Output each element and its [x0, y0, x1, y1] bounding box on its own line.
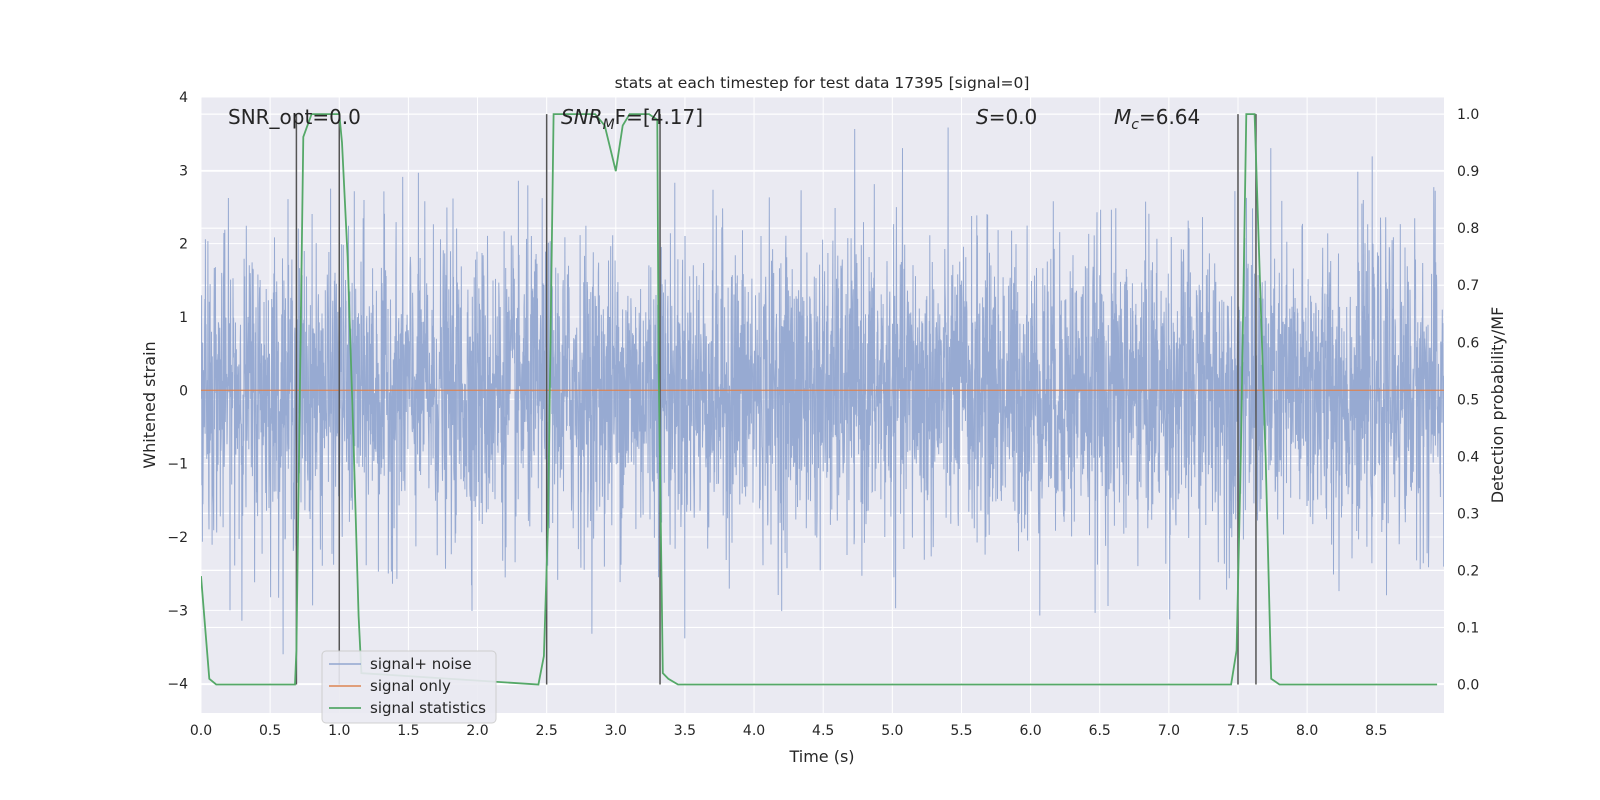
x-tick-label: 1.5	[397, 723, 419, 739]
annotation-mc-base: M	[1114, 105, 1131, 129]
y-tick-label: 2	[179, 237, 188, 253]
annotation-snr-mf: SNRMF=[4.17]	[561, 105, 703, 133]
x-tick-label: 6.5	[1089, 723, 1111, 739]
annotation-s-base: S	[976, 105, 989, 129]
x-tick-labels: 0.0 0.5 1.0 1.5 2.0 2.5 3.0 3.5 4.0 4.5 5.0 5.5 6.0 6…	[190, 723, 1388, 739]
y-right-tick-label: 0.3	[1457, 506, 1479, 522]
annotation-snr-mf-sub: M	[603, 117, 615, 133]
y-right-tick-label: 0.8	[1457, 221, 1479, 237]
x-tick-label: 8.0	[1296, 723, 1318, 739]
x-tick-label: 6.0	[1019, 723, 1041, 739]
y-tick-label: −4	[167, 677, 188, 693]
y-tick-label: 3	[179, 163, 188, 179]
y-tick-label: −2	[167, 530, 188, 546]
y-right-tick-label: 0.6	[1457, 335, 1479, 351]
y-tick-label: 0	[179, 383, 188, 399]
y-right-tick-label: 0.9	[1457, 164, 1479, 180]
y-right-tick-label: 0.2	[1457, 563, 1479, 579]
annotation-snr-opt: SNR_opt=0.0	[228, 105, 361, 129]
legend-label-statistics: signal statistics	[370, 699, 486, 717]
legend: signal+ noise signal only signal statist…	[321, 650, 497, 724]
y-right-axis-label: Detection probability/MF	[1488, 307, 1507, 504]
legend-label-noise: signal+ noise	[370, 655, 472, 673]
x-tick-label: 2.0	[466, 723, 488, 739]
chart-title: stats at each timestep for test data 173…	[615, 74, 1030, 92]
annotation-s: S=0.0	[976, 105, 1037, 129]
annotation-mc-rest: =6.64	[1139, 105, 1200, 129]
y-right-tick-label: 1.0	[1457, 107, 1479, 123]
legend-box	[321, 650, 497, 724]
y-axis-label: Whitened strain	[140, 341, 159, 468]
x-tick-label: 1.0	[328, 723, 350, 739]
y-tick-label: 1	[179, 310, 188, 326]
signal-statistics-line	[201, 113, 1438, 686]
y-right-tick-label: 0.1	[1457, 620, 1479, 636]
x-tick-label: 3.5	[674, 723, 696, 739]
annotation-snr-mf-rest: F=[4.17]	[615, 105, 703, 129]
y-right-tick-label: 0.4	[1457, 449, 1479, 465]
x-tick-label: 4.5	[812, 723, 834, 739]
x-tick-label: 0.0	[190, 723, 212, 739]
legend-label-signal-only: signal only	[370, 677, 451, 695]
y-tick-labels: −4 −3 −2 −1 0 1 2 3 4	[167, 90, 188, 693]
x-tick-label: 8.5	[1365, 723, 1387, 739]
annotation-s-rest: =0.0	[989, 105, 1038, 129]
y-right-tick-labels: 0.0 0.1 0.2 0.3 0.4 0.5 0.6 0.7 0.8 0.9 1.0	[1457, 107, 1479, 693]
y-right-tick-label: 0.7	[1457, 278, 1479, 294]
y-right-tick-label: 0.5	[1457, 392, 1479, 408]
x-tick-label: 2.5	[536, 723, 558, 739]
signal-noise-series	[201, 127, 1444, 655]
x-tick-label: 3.0	[605, 723, 627, 739]
annotation-mc-sub: c	[1131, 117, 1139, 133]
y-tick-label: −3	[167, 603, 188, 619]
signal-noise-line	[201, 127, 1444, 655]
x-tick-label: 7.0	[1158, 723, 1180, 739]
x-tick-label: 0.5	[259, 723, 281, 739]
x-tick-label: 5.0	[881, 723, 903, 739]
x-tick-label: 5.5	[950, 723, 972, 739]
y-tick-label: −1	[167, 457, 188, 473]
annotation-mc: Mc=6.64	[1114, 105, 1200, 133]
y-right-tick-label: 0.0	[1457, 677, 1479, 693]
x-axis-label: Time (s)	[788, 747, 854, 766]
x-tick-label: 4.0	[743, 723, 765, 739]
y-tick-label: 4	[179, 90, 188, 106]
x-tick-label: 7.5	[1227, 723, 1249, 739]
annotation-snr-mf-base: SNR	[561, 105, 603, 129]
